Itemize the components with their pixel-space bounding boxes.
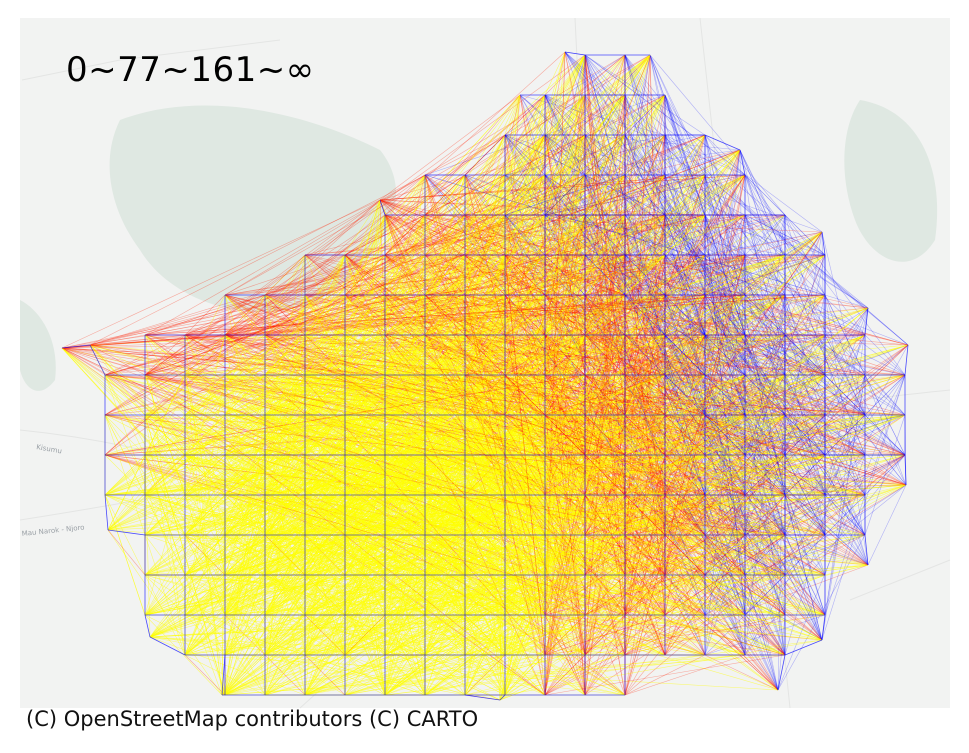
flow-line	[104, 494, 146, 616]
flow-line	[264, 94, 521, 376]
flow-line	[704, 334, 826, 376]
flow-line	[739, 149, 907, 486]
flow-line	[784, 494, 823, 641]
flow-line	[544, 614, 826, 656]
flow-line	[379, 94, 521, 201]
flow-line	[649, 54, 666, 656]
flow-line	[584, 54, 823, 233]
flow-line	[704, 174, 909, 346]
flow-line	[264, 51, 566, 696]
flow-line	[61, 294, 346, 349]
flow-line	[821, 307, 869, 641]
flow-line	[744, 174, 786, 456]
flow-line	[744, 334, 786, 376]
flow-line	[464, 134, 506, 176]
flow-line	[784, 231, 823, 256]
flow-line	[144, 174, 426, 336]
map-title: 0~77~161~∞	[66, 50, 315, 90]
flow-line	[624, 574, 666, 696]
flow-line	[864, 414, 906, 456]
flow-line	[544, 134, 826, 256]
flow-line	[107, 529, 223, 696]
flow-line	[824, 307, 869, 336]
flow-line	[504, 134, 866, 416]
flow-line	[864, 374, 906, 416]
flow-line	[61, 347, 306, 616]
flow-line	[149, 636, 466, 696]
flow-line	[784, 454, 826, 496]
flow-line	[784, 214, 906, 376]
flow-line	[824, 307, 869, 496]
flow-line	[821, 231, 826, 416]
flow-lines	[61, 51, 909, 701]
park-areas	[20, 100, 938, 391]
flow-line	[704, 334, 779, 691]
flow-line	[144, 454, 151, 638]
flow-line	[744, 307, 869, 456]
flow-line	[744, 484, 907, 616]
flow-line	[544, 344, 909, 616]
flow-line	[224, 254, 346, 296]
flow-line	[824, 344, 909, 416]
flow-line	[89, 134, 506, 346]
flow-line	[704, 231, 823, 256]
flow-line	[61, 347, 866, 416]
flow-line	[739, 149, 746, 496]
flow-line	[564, 51, 906, 416]
flow-line	[744, 614, 786, 656]
flow-line	[61, 347, 546, 376]
flow-line	[504, 307, 869, 616]
flow-line	[544, 94, 869, 309]
flow-line	[664, 294, 823, 641]
flow-line	[504, 307, 869, 456]
flow-line	[184, 654, 226, 696]
flow-line	[544, 174, 779, 691]
flow-line	[89, 334, 306, 346]
flow-line	[624, 134, 823, 641]
flow-line	[89, 344, 146, 376]
flow-line	[384, 149, 741, 336]
flow-line	[624, 149, 741, 656]
flow-line	[149, 534, 346, 638]
flow-line	[704, 149, 741, 496]
flow-line	[784, 254, 869, 309]
flow-line	[504, 134, 823, 641]
flow-line	[821, 231, 866, 416]
flow-line	[624, 134, 907, 486]
flow-line	[61, 347, 546, 376]
flow-line	[384, 51, 566, 216]
flow-line	[544, 149, 741, 416]
flow-line	[184, 344, 909, 416]
flow-line	[704, 134, 826, 496]
flow-line	[61, 199, 381, 349]
flow-line	[824, 494, 866, 536]
flow-line	[61, 347, 386, 696]
flow-line	[744, 574, 779, 691]
flow-line	[519, 94, 906, 456]
flow-line	[784, 414, 906, 456]
flow-line	[184, 54, 651, 416]
flow-line	[739, 149, 866, 456]
flow-line	[544, 94, 826, 456]
flow-line	[649, 54, 706, 336]
flow-line	[744, 574, 786, 616]
map-attribution: (C) OpenStreetMap contributors (C) CARTO	[26, 707, 479, 731]
flow-line	[744, 214, 866, 416]
flow-line	[624, 231, 823, 376]
flow-line	[739, 149, 866, 456]
flow-line	[61, 334, 866, 349]
flow-line	[384, 214, 779, 691]
flow-line	[704, 307, 869, 616]
flow-line	[564, 51, 907, 486]
flow-line	[704, 294, 869, 566]
flow-line	[564, 51, 826, 496]
flow-line	[777, 534, 866, 691]
